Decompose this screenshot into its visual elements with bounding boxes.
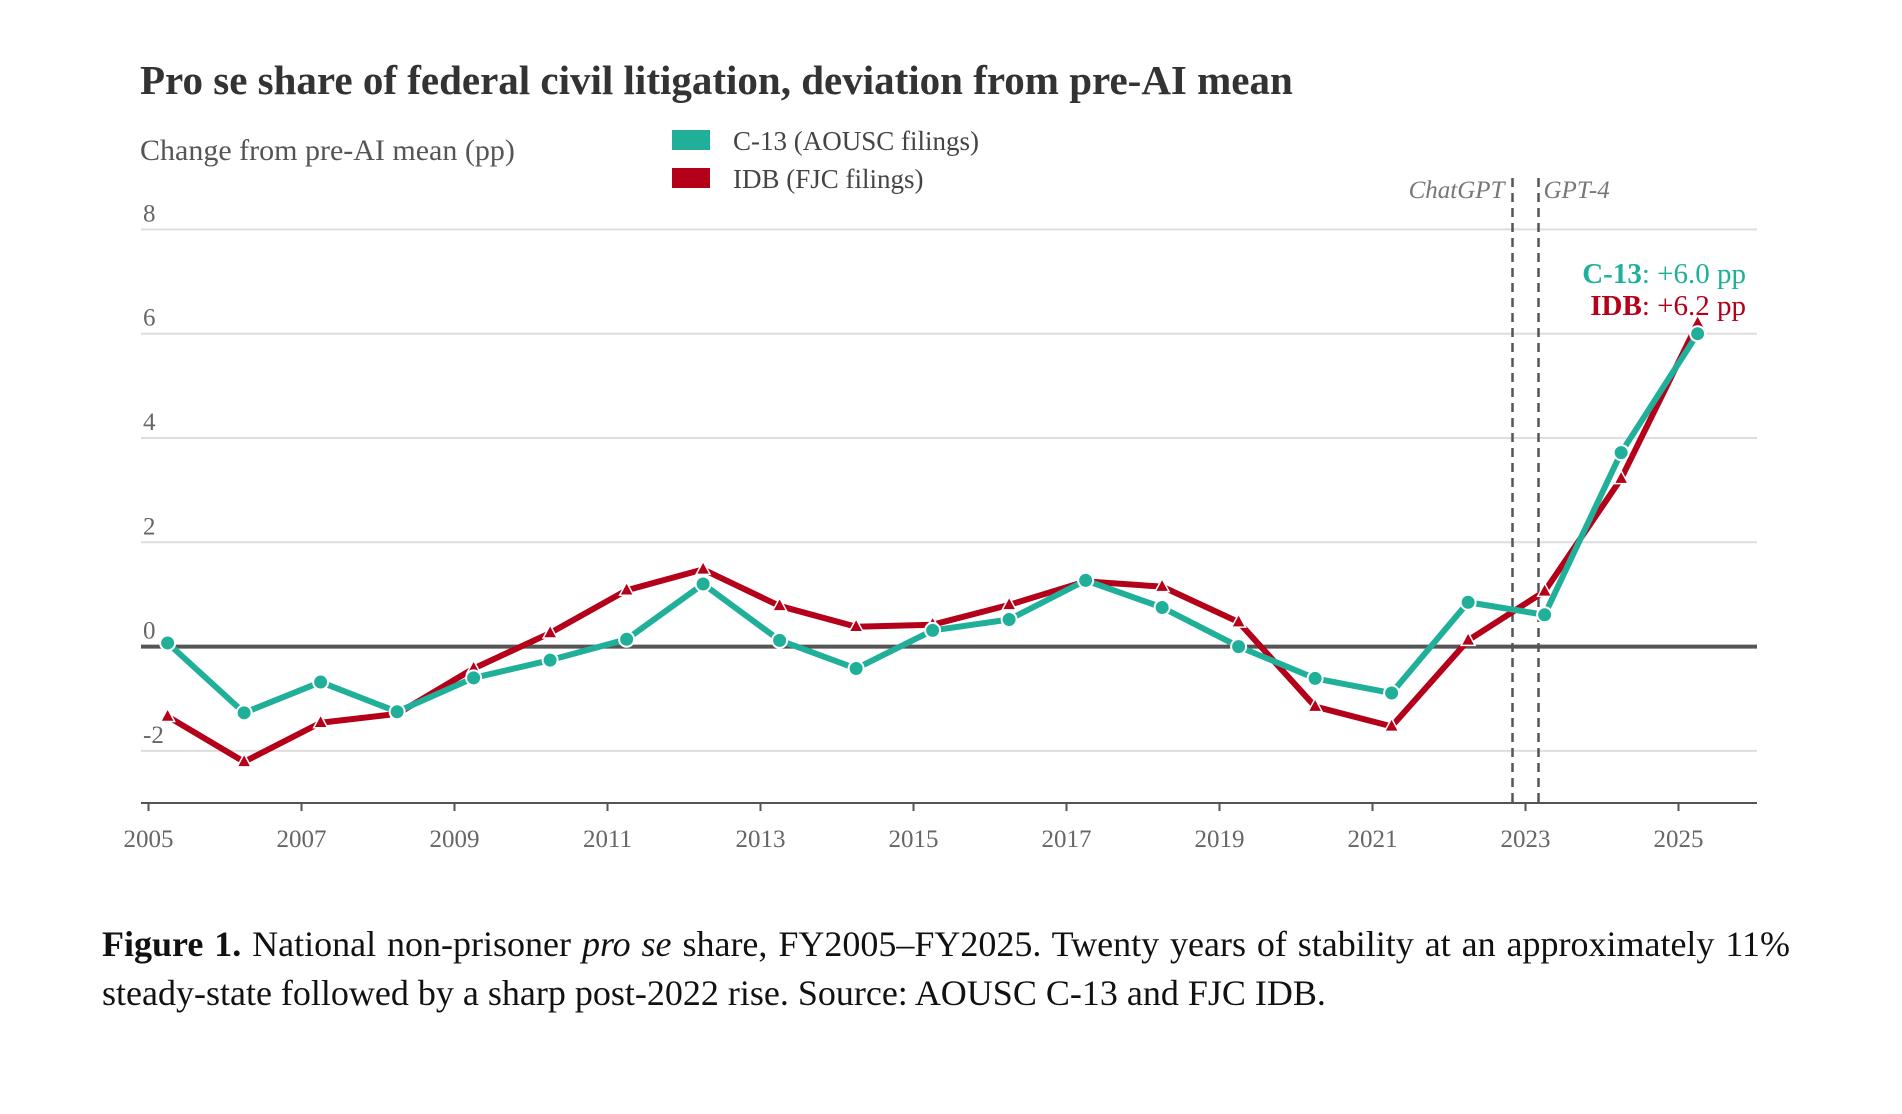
data-point xyxy=(924,621,942,639)
annotation-c13-value: : +6.0 pp xyxy=(1642,258,1746,290)
data-point xyxy=(1459,593,1477,611)
data-point xyxy=(159,706,176,723)
y-tick-label: 4 xyxy=(143,409,156,436)
data-point xyxy=(694,575,712,593)
data-point xyxy=(1612,469,1630,485)
data-point xyxy=(771,596,788,612)
data-point xyxy=(235,704,253,722)
data-point xyxy=(235,752,253,768)
x-tick-label: 2023 xyxy=(1501,826,1551,853)
data-point xyxy=(771,631,789,649)
y-tick-label: 2 xyxy=(143,513,156,540)
y-axis-label: Change from pre-AI mean (pp) xyxy=(140,134,515,167)
y-tick-label: 6 xyxy=(143,305,156,332)
legend-swatch-idb xyxy=(672,168,710,188)
data-point xyxy=(465,669,483,687)
data-point xyxy=(1230,638,1248,656)
x-tick-label: 2007 xyxy=(277,826,327,853)
x-tick-label: 2011 xyxy=(583,826,632,853)
data-point xyxy=(847,617,865,633)
data-point xyxy=(1230,612,1247,628)
legend-label-c13: C-13 (AOUSC filings) xyxy=(733,126,979,156)
data-point xyxy=(1000,595,1018,611)
data-point xyxy=(1689,325,1707,343)
data-point xyxy=(847,660,865,678)
caption-text-2: share, FY2005–FY2025. Twenty years of st… xyxy=(102,924,1791,1013)
data-point xyxy=(312,713,329,729)
data-point xyxy=(1536,606,1554,624)
annotation-idb-value: : +6.2 pp xyxy=(1642,290,1746,322)
figure-caption: Figure 1. National non-prisoner pro se s… xyxy=(102,920,1790,1018)
data-point xyxy=(1153,598,1171,616)
data-point xyxy=(694,559,712,576)
data-point xyxy=(388,703,406,721)
data-point xyxy=(541,623,559,639)
data-point xyxy=(1153,577,1171,593)
data-point xyxy=(618,580,635,597)
x-tick-label: 2025 xyxy=(1654,826,1704,853)
end-annotations: C-13: +6.0 pp IDB: +6.2 pp xyxy=(1582,258,1746,322)
y-tick-label: 8 xyxy=(143,200,156,227)
x-tick-label: 2021 xyxy=(1348,826,1398,853)
x-tick-label: 2005 xyxy=(124,826,174,853)
x-tick-label: 2015 xyxy=(889,826,939,853)
data-point xyxy=(1000,610,1018,628)
data-point xyxy=(1383,684,1401,702)
data-point xyxy=(1077,571,1095,589)
event-label: GPT-4 xyxy=(1544,177,1610,204)
x-tick-label: 2013 xyxy=(736,826,786,853)
data-point xyxy=(541,651,559,669)
y-tick-label: -2 xyxy=(143,722,164,749)
event-label: ChatGPT xyxy=(1409,177,1507,204)
data-point xyxy=(1383,716,1400,733)
annotation-c13-name: C-13 xyxy=(1582,258,1642,290)
caption-italic: pro se xyxy=(581,924,672,964)
y-tick-label: 0 xyxy=(143,618,156,645)
legend-label-idb: IDB (FJC filings) xyxy=(733,164,924,194)
caption-label: Figure 1. xyxy=(102,924,242,964)
svg-text:IDB: +6.2 pp: IDB: +6.2 pp xyxy=(1590,290,1746,322)
annotation-idb-name: IDB xyxy=(1590,290,1642,322)
data-point xyxy=(1612,444,1630,462)
data-point xyxy=(1459,630,1477,647)
x-tick-label: 2017 xyxy=(1042,826,1092,853)
x-tick-label: 2009 xyxy=(430,826,480,853)
data-point xyxy=(159,634,177,652)
data-point xyxy=(1306,696,1324,713)
legend-swatch-c13 xyxy=(672,130,710,150)
svg-text:C-13: +6.0 pp: C-13: +6.0 pp xyxy=(1582,258,1746,290)
chart-title: Pro se share of federal civil litigation… xyxy=(140,57,1293,103)
x-tick-label: 2019 xyxy=(1195,826,1245,853)
series-line xyxy=(165,332,1701,716)
data-point xyxy=(1306,669,1324,687)
legend: C-13 (AOUSC filings) IDB (FJC filings) xyxy=(672,126,979,194)
data-point xyxy=(1536,581,1553,598)
caption-text-1: National non-prisoner xyxy=(241,924,582,964)
data-point xyxy=(312,673,330,691)
data-point xyxy=(618,630,636,648)
